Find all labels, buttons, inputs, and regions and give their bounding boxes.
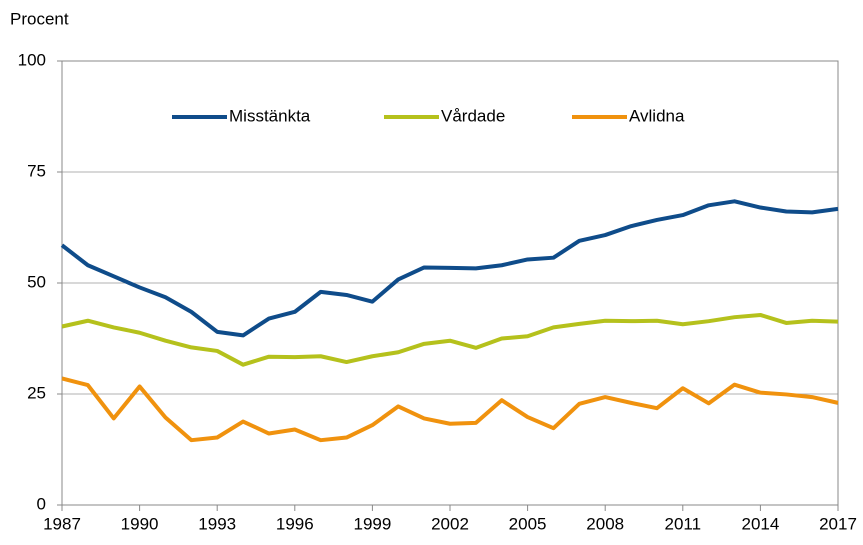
x-tick-label: 2011 — [665, 514, 702, 533]
x-tick-label: 2002 — [431, 514, 469, 533]
x-tick-label: 1990 — [121, 514, 159, 533]
y-tick-label: 50 — [27, 272, 46, 291]
legend-label: Avlidna — [629, 106, 685, 125]
y-tick-label: 0 — [37, 494, 46, 513]
y-tick-label: 75 — [27, 161, 46, 180]
legend-label: Vårdade — [441, 106, 505, 125]
data-line — [61, 376, 839, 443]
legend-label: Misstänkta — [229, 106, 311, 125]
x-tick-label: 2014 — [741, 514, 779, 533]
data-line — [60, 199, 839, 338]
y-tick-label: 100 — [18, 50, 46, 69]
y-axis-label: Procent — [10, 9, 69, 28]
y-tick-label: 25 — [27, 383, 46, 402]
x-tick-label: 1999 — [353, 514, 391, 533]
x-tick-label: 1987 — [43, 514, 81, 533]
x-tick-label: 2005 — [509, 514, 547, 533]
x-tick-label: 1996 — [276, 514, 314, 533]
data-line — [61, 312, 839, 367]
x-tick-label: 1993 — [198, 514, 236, 533]
x-tick-label: 2017 — [819, 514, 857, 533]
x-tick-label: 2008 — [586, 514, 624, 533]
